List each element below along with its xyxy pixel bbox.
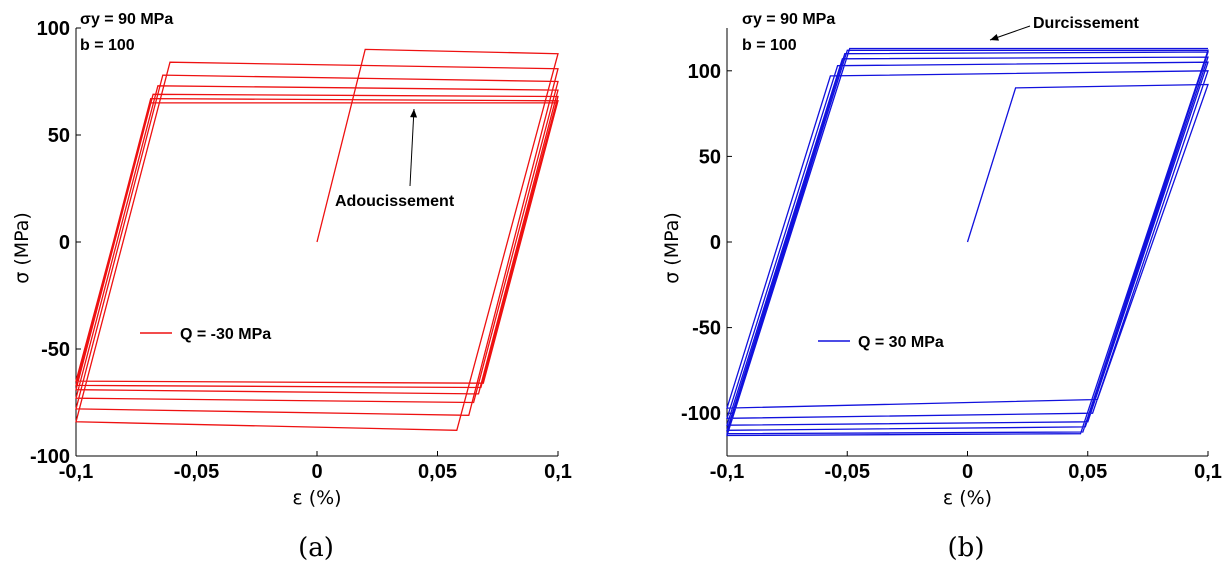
annotation-label: Durcissement [1033, 15, 1139, 32]
y-tick-label: -100 [681, 403, 721, 425]
y-tick-label: -100 [30, 446, 70, 468]
panel-caption: (b) [948, 533, 985, 563]
x-tick-label: -0,1 [710, 461, 744, 483]
x-tick-label: -0,05 [174, 461, 220, 483]
x-tick-label: 0 [311, 461, 322, 483]
y-tick-label: 50 [699, 146, 721, 168]
annotation-label: Adoucissement [335, 193, 455, 210]
panel-caption: (a) [298, 533, 334, 563]
x-tick-label: 0,1 [544, 461, 572, 483]
x-tick-label: -0,1 [59, 461, 93, 483]
parameter-label: b = 100 [80, 37, 135, 54]
y-axis-label: σ (MPa) [661, 212, 683, 284]
legend-label: Q = 30 MPa [858, 334, 944, 351]
y-tick-label: 100 [688, 61, 721, 83]
parameter-label: b = 100 [742, 37, 797, 54]
x-axis-label: ε (%) [292, 487, 341, 509]
parameter-label: σy = 90 MPa [80, 11, 173, 28]
chart-panel-b: -100 -50 0 50 100 -0,1 -0,05 0 0,05 0,1 ε (%) σ (MP… [661, 11, 1222, 563]
y-tick-label: 50 [48, 125, 70, 147]
y-axis-label: σ (MPa) [11, 212, 33, 284]
x-tick-label: 0,1 [1194, 461, 1222, 483]
x-tick-label: 0 [962, 461, 973, 483]
annotation-arrowhead [990, 33, 999, 41]
y-tick-label: 100 [37, 18, 70, 40]
y-tick-label: 0 [710, 232, 721, 254]
annotation-arrow-line [409, 108, 415, 187]
legend-label: Q = -30 MPa [180, 326, 271, 343]
series-line-Q-30-MPa [75, 48, 559, 431]
parameter-label: σy = 90 MPa [742, 11, 835, 28]
x-axis-label: ε (%) [943, 487, 992, 509]
x-tick-label: 0,05 [1068, 461, 1107, 483]
y-tick-label: -50 [692, 318, 721, 340]
annotation-arrowhead [410, 109, 418, 118]
x-tick-label: -0,05 [824, 461, 870, 483]
series-line-Q-30-MPa [726, 47, 1209, 437]
y-tick-label: -50 [41, 339, 70, 361]
chart-panel-a: -100 -50 0 50 100 -0,1 -0,05 0 0,05 0,1 ε (%) σ (MP… [11, 11, 572, 563]
x-tick-label: 0,05 [418, 461, 457, 483]
y-tick-label: 0 [59, 232, 70, 254]
